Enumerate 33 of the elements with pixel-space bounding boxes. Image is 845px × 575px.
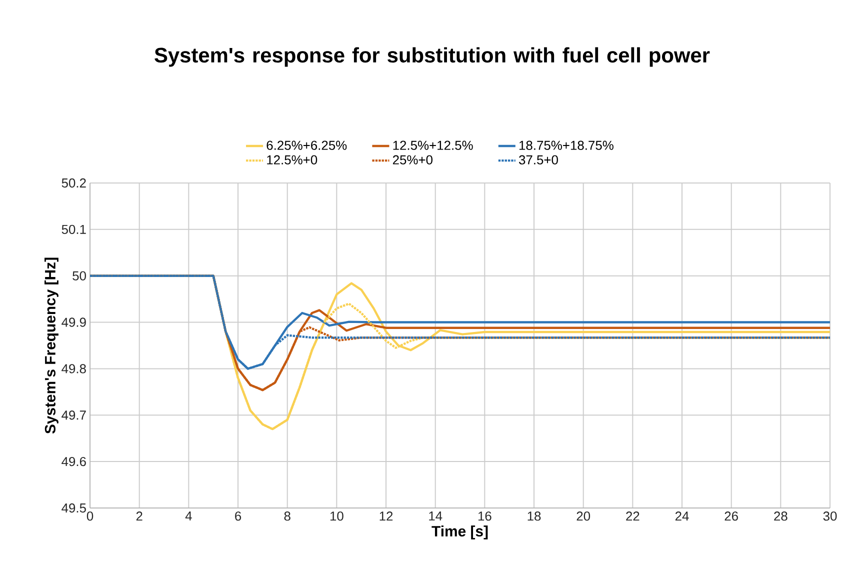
x-tick-label: 18 (528, 512, 541, 521)
y-tick-label: 49.9 (62, 318, 86, 327)
x-tick-label: 30 (823, 512, 837, 521)
x-tick-label: 14 (429, 512, 442, 520)
y-tick-label: 50.2 (62, 178, 86, 188)
x-tick-label: 20 (576, 512, 590, 521)
y-tick-label: 49.6 (62, 456, 86, 466)
y-tick-label: 50 (72, 271, 86, 280)
x-tick-label: 24 (675, 512, 689, 521)
y-tick-label: 49.7 (62, 410, 86, 420)
y-tick-label: 49.5 (62, 503, 86, 513)
x-tick-label: 16 (478, 512, 492, 521)
x-tick-label: 8 (284, 512, 290, 521)
x-tick-label: 4 (185, 512, 192, 520)
legend-label: 37.5+0 (518, 155, 558, 164)
x-tick-label: 28 (774, 512, 788, 521)
x-tick-label: 0 (86, 512, 94, 521)
y-tick-label: 50.1 (62, 224, 86, 234)
legend-label: 18.75%+18.75% (519, 140, 614, 150)
legend-label: 12.5%+0 (267, 155, 318, 164)
legend-label: 6.25%+6.25% (266, 140, 347, 150)
legend-label: 12.5%+12.5% (393, 140, 473, 150)
x-tick-label: 12 (380, 512, 393, 521)
legend-label: 25%+0 (392, 155, 432, 164)
x-tick-label: 6 (235, 512, 242, 521)
x-tick-label: 26 (724, 512, 738, 521)
x-axis-title: Time [s] (432, 526, 488, 540)
chart-title: System's response for substitution with fuel cell power (154, 47, 710, 67)
y-axis-title: System's Frequency [Hz] (44, 258, 58, 434)
x-tick-label: 10 (330, 512, 344, 521)
x-tick-label: 22 (626, 512, 640, 521)
y-tick-label: 49.8 (62, 364, 86, 374)
x-tick-label: 2 (136, 512, 142, 521)
